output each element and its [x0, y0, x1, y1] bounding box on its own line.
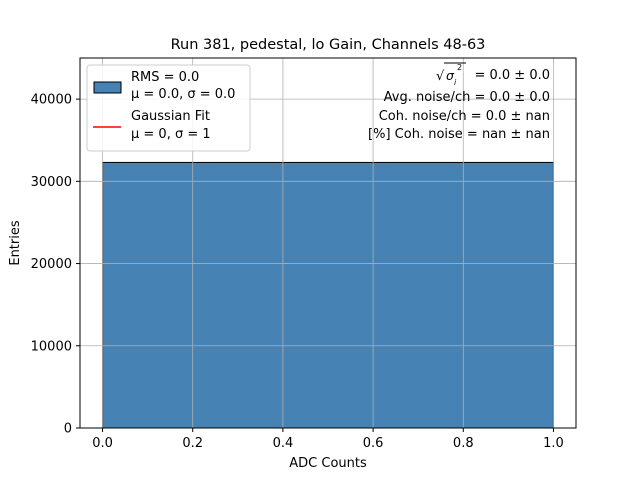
y-axis-label: Entries	[8, 220, 23, 266]
annotation-avg-noise: Avg. noise/ch = 0.0 ± 0.0	[384, 90, 550, 105]
y-tick-label: 20000	[31, 257, 72, 272]
legend-fit-line2: μ = 0, σ = 1	[131, 127, 211, 142]
sigma-subscript: i	[454, 78, 457, 87]
legend-histogram-swatch	[93, 81, 122, 94]
sqrt-symbol: √	[436, 69, 445, 84]
y-tick-label: 30000	[31, 175, 72, 190]
legend-histogram-line2: μ = 0.0, σ = 0.0	[131, 87, 235, 102]
annotation-coh-noise: Coh. noise/ch = 0.0 ± nan	[379, 109, 550, 124]
x-tick-label: 0.4	[273, 436, 294, 451]
y-tick-label: 10000	[31, 339, 72, 354]
sigma-superscript: 2	[457, 63, 462, 72]
x-tick-label: 1.0	[543, 436, 564, 451]
axes-frame	[79, 57, 577, 429]
chart-title: Run 381, pedestal, lo Gain, Channels 48-…	[171, 37, 486, 53]
legend-box	[86, 64, 251, 152]
y-tick-label: 40000	[31, 93, 72, 108]
sigma-symbol: σ	[446, 68, 455, 83]
x-tick-label: 0.6	[363, 436, 384, 451]
bars-layer	[102, 161, 554, 429]
x-axis-label: ADC Counts	[289, 456, 367, 471]
y-tick-label: 0	[64, 422, 72, 437]
x-tick-label: 0.2	[182, 436, 203, 451]
legend-histogram-line1: RMS = 0.0	[131, 70, 199, 85]
y-ticks: 0 10000 20000 30000 40000	[31, 93, 80, 437]
histogram-bar	[102, 161, 554, 429]
sigma-value: = 0.0 ± 0.0	[474, 68, 550, 83]
annotation-coh-noise-percent: [%] Coh. noise = nan ± nan	[368, 127, 550, 142]
annotation-sigma: √ σ i 2 = 0.0 ± 0.0	[436, 62, 550, 87]
legend: RMS = 0.0 μ = 0.0, σ = 0.0 Gaussian Fit …	[86, 64, 251, 152]
legend-fit-line1: Gaussian Fit	[131, 109, 210, 124]
x-tick-label: 0.8	[453, 436, 474, 451]
x-ticks: 0.0 0.2 0.4 0.6 0.8 1.0	[92, 428, 564, 451]
x-tick-label: 0.0	[92, 436, 113, 451]
